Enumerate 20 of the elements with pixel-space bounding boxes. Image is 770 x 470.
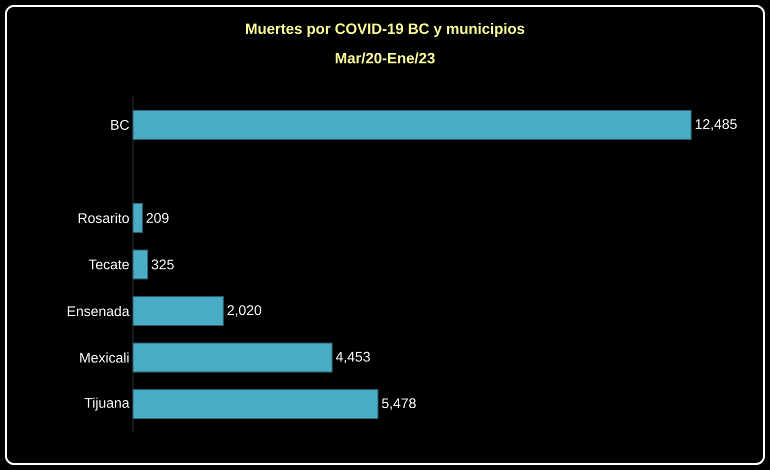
data-label: 4,453 [336,352,370,364]
bar [132,203,143,233]
y-tick-label: Mexicali [80,352,129,363]
bar [132,110,692,140]
data-label: 5,478 [382,398,416,410]
y-tick-label: BC [111,120,129,130]
chart-title: Muertes por COVID-19 BC y municipios [246,23,524,37]
y-tick-label: Rosarito [78,212,129,224]
y-tick-label: Ensenada [68,306,130,316]
chart-subtitle: Mar/20-Ene/23 [336,52,435,64]
bar [132,296,224,326]
data-label: 12,485 [696,119,737,131]
y-tick-label: Tecate [88,260,129,270]
bar [132,250,148,280]
bar [132,389,378,419]
data-label: 2,020 [228,305,262,317]
y-tick-label: Tijuana [84,398,130,411]
data-label: 325 [152,260,174,270]
data-label: 209 [146,213,168,223]
bar [132,342,333,372]
